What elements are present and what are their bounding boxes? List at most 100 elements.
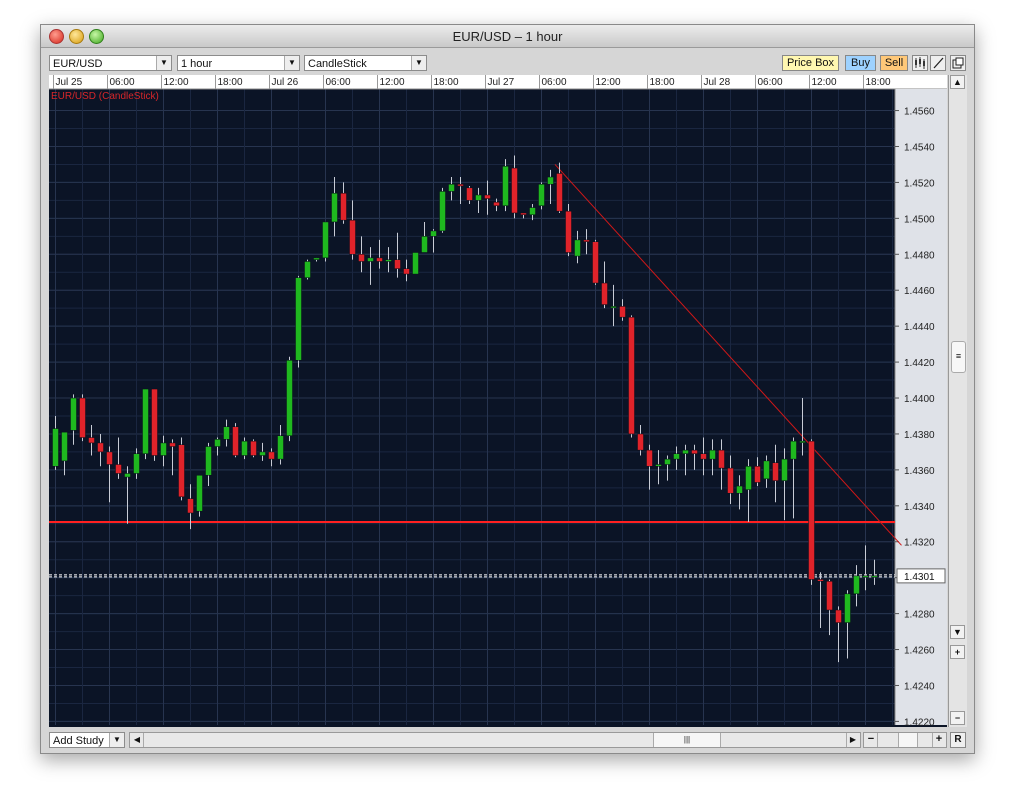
timeframe-select[interactable]: 1 hour ▼: [177, 55, 300, 71]
candle-body: [772, 462, 779, 481]
price-tick-label: 1.4560: [904, 107, 935, 118]
window-title: EUR/USD – 1 hour: [452, 29, 563, 44]
candle-body: [610, 306, 617, 309]
candle-body: [61, 431, 68, 462]
time-tick-label: 12:00: [812, 77, 837, 88]
zoom-out-horizontal-icon[interactable]: −: [865, 733, 878, 747]
sell-button[interactable]: Sell: [880, 55, 908, 71]
vertical-scroll-thumb[interactable]: ≡: [951, 341, 966, 373]
trend-line: [554, 164, 902, 546]
candle-body: [583, 239, 590, 242]
candle-body: [358, 254, 365, 262]
candle-body: [367, 257, 374, 262]
candle-body: [691, 449, 698, 454]
candle-body: [484, 194, 491, 199]
candle-body: [268, 451, 275, 460]
title-bar[interactable]: EUR/USD – 1 hour: [41, 25, 974, 48]
price-tick-label: 1.4360: [904, 466, 935, 477]
candle-body: [826, 581, 833, 611]
scroll-up-icon[interactable]: ▲: [950, 75, 965, 89]
candle-body: [574, 239, 581, 257]
price-tick-label: 1.4480: [904, 250, 935, 261]
candle-tool-icon[interactable]: [912, 55, 928, 71]
candle-body: [295, 277, 302, 361]
candle-body: [322, 221, 329, 259]
price-tick-label: 1.4240: [904, 681, 935, 692]
candle-body: [232, 426, 239, 456]
last-price-box: [896, 568, 946, 584]
candle-body: [475, 194, 482, 201]
chevron-down-icon[interactable]: ▼: [156, 56, 171, 70]
symbol-select[interactable]: EUR/USD ▼: [49, 55, 172, 71]
price-box-button[interactable]: Price Box: [782, 55, 839, 71]
chevron-down-icon[interactable]: ▼: [109, 733, 124, 747]
zoom-out-icon[interactable]: −: [950, 711, 965, 725]
candle-body: [241, 440, 248, 456]
chart-title: EUR/USD (CandleStick): [51, 91, 159, 102]
scroll-left-icon[interactable]: ◀: [131, 733, 144, 747]
candle-body: [511, 167, 518, 214]
price-tick-label: 1.4400: [904, 394, 935, 405]
detach-window-icon[interactable]: [950, 55, 966, 71]
candle-body: [790, 440, 797, 460]
time-tick-label: 06:00: [326, 77, 351, 88]
minimize-window-button[interactable]: [69, 29, 84, 44]
chevron-down-icon[interactable]: ▼: [411, 56, 426, 70]
time-tick-label: 06:00: [758, 77, 783, 88]
candle-body: [817, 579, 824, 582]
candle-body: [340, 192, 347, 221]
zoom-in-icon[interactable]: +: [950, 645, 965, 659]
bottom-bar: Add Study ▼ ◀ ||| ▶ − + R: [41, 729, 974, 751]
candle-body: [718, 449, 725, 469]
price-tick-label: 1.4260: [904, 646, 935, 657]
buy-button[interactable]: Buy: [845, 55, 876, 71]
price-tick-label: 1.4380: [904, 430, 935, 441]
candle-body: [808, 440, 815, 580]
candle-body: [304, 261, 311, 278]
time-tick-label: 12:00: [380, 77, 405, 88]
candle-body: [169, 442, 176, 447]
time-tick-label: 18:00: [866, 77, 891, 88]
close-window-button[interactable]: [49, 29, 64, 44]
candle-body: [115, 464, 122, 474]
candle-body: [835, 609, 842, 623]
price-tick-label: 1.4520: [904, 178, 935, 189]
zoom-in-horizontal-icon[interactable]: +: [932, 733, 945, 747]
candle-body: [619, 306, 626, 318]
candle-body: [421, 236, 428, 253]
candle-body: [565, 210, 572, 253]
last-price-label: 1.4301: [904, 572, 935, 583]
candle-body: [439, 191, 446, 232]
scroll-right-icon[interactable]: ▶: [846, 733, 859, 747]
chart-area[interactable]: Jul 25 06:00 12:00 18:00 Jul 26 06:00 12:00 18:…: [49, 75, 947, 728]
zoom-slider-thumb[interactable]: [898, 733, 918, 747]
zoom-window-button[interactable]: [89, 29, 104, 44]
candle-body: [871, 575, 878, 578]
candle-body: [79, 397, 86, 438]
candle-body: [799, 440, 806, 443]
candle-body: [286, 360, 293, 436]
time-tick-label: 18:00: [434, 77, 459, 88]
time-tick-label: Jul 26: [272, 77, 299, 88]
candle-body: [529, 207, 536, 216]
scroll-down-icon[interactable]: ▼: [950, 625, 965, 639]
add-study-select[interactable]: Add Study ▼: [49, 732, 125, 748]
vertical-scrollbar[interactable]: ▲ ≡ ▼ + −: [948, 75, 967, 727]
horizontal-scrollbar[interactable]: ◀ ||| ▶: [129, 732, 861, 748]
chart-type-select[interactable]: CandleStick ▼: [304, 55, 427, 71]
reset-zoom-button[interactable]: R: [950, 732, 966, 748]
candle-body: [601, 282, 608, 305]
candle-body: [520, 212, 527, 216]
candle-body: [763, 460, 770, 480]
price-tick-label: 1.4500: [904, 214, 935, 225]
candle-body: [664, 458, 671, 465]
draw-line-tool-icon[interactable]: [930, 55, 946, 71]
candle-body: [493, 201, 500, 207]
candle-body: [709, 449, 716, 460]
horizontal-zoom-control[interactable]: − +: [863, 732, 947, 748]
candle-body: [205, 446, 212, 476]
horizontal-scroll-thumb[interactable]: |||: [653, 733, 721, 747]
chart-window: EUR/USD – 1 hour EUR/USD ▼ 1 hour ▼ Cand…: [40, 24, 975, 754]
chevron-down-icon[interactable]: ▼: [284, 56, 299, 70]
candlestick-chart[interactable]: Jul 25 06:00 12:00 18:00 Jul 26 06:00 12:00 18:…: [49, 75, 947, 728]
